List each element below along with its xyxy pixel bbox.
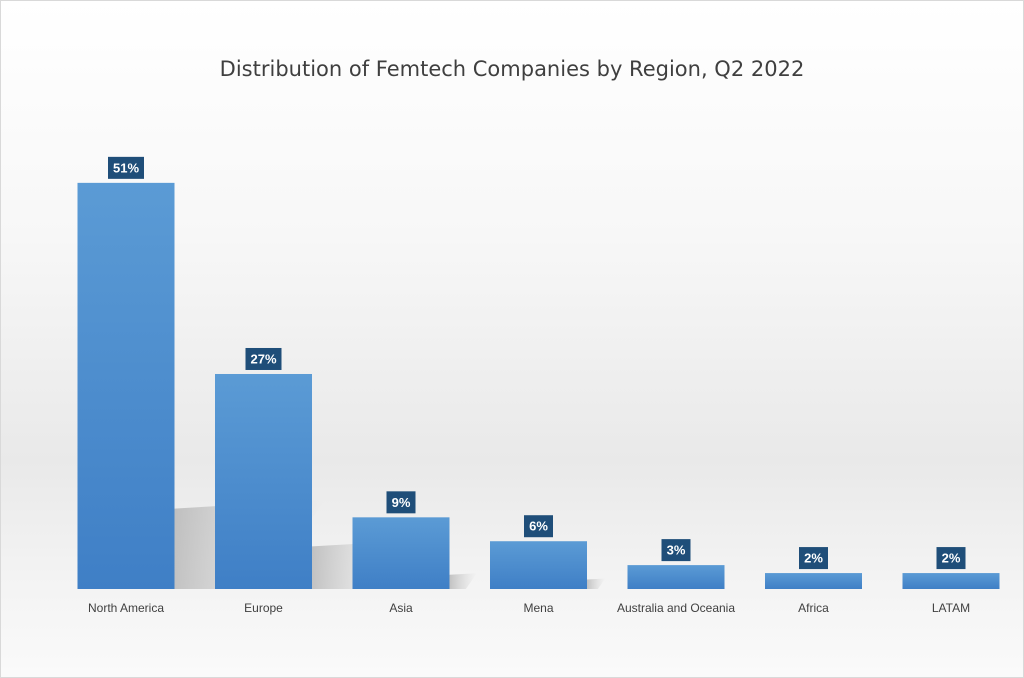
category-label-australia-and-oceania: Australia and Oceania	[617, 601, 735, 615]
bar-mena[interactable]	[490, 541, 587, 589]
data-label-europe: 27%	[250, 351, 276, 366]
data-label-box-mena	[524, 515, 553, 538]
data-label-mena: 6%	[529, 519, 548, 534]
category-label-north-america: North America	[88, 601, 164, 615]
category-label-latam: LATAM	[932, 601, 970, 615]
category-label-asia: Asia	[389, 601, 413, 615]
data-label-australia-and-oceania: 3%	[667, 543, 686, 558]
data-label-box-asia	[386, 491, 416, 514]
data-label-latam: 2%	[942, 551, 961, 566]
data-label-box-australia-and-oceania	[661, 539, 691, 562]
bar-europe[interactable]	[215, 373, 312, 589]
data-label-north-america: 51%	[113, 160, 139, 175]
data-label-box-europe	[245, 347, 282, 370]
category-label-mena: Mena	[523, 601, 553, 615]
bar-north-america[interactable]	[77, 182, 175, 589]
bar-australia-and-oceania[interactable]	[627, 565, 725, 589]
data-label-box-africa	[799, 547, 828, 570]
category-label-africa: Africa	[798, 601, 829, 615]
labels-group: 51% 27% 9% 6% 3% 2% 2%	[108, 156, 966, 570]
data-label-africa: 2%	[804, 551, 823, 566]
data-label-box-north-america	[108, 156, 144, 179]
bar-latam[interactable]	[902, 573, 1000, 589]
bars-group	[77, 182, 1000, 589]
bar-africa[interactable]	[765, 573, 862, 589]
data-label-box-latam	[936, 547, 966, 570]
bar-shadow-mena	[587, 578, 606, 589]
category-label-europe: Europe	[244, 601, 283, 615]
category-labels-group: North America Europe Asia Mena Australia and…	[88, 601, 970, 615]
chart-title: Distribution of Femtech Companies by Reg…	[219, 57, 805, 81]
bar-shadow-asia	[449, 573, 477, 589]
bar-asia[interactable]	[352, 517, 450, 589]
data-label-asia: 9%	[392, 495, 411, 510]
